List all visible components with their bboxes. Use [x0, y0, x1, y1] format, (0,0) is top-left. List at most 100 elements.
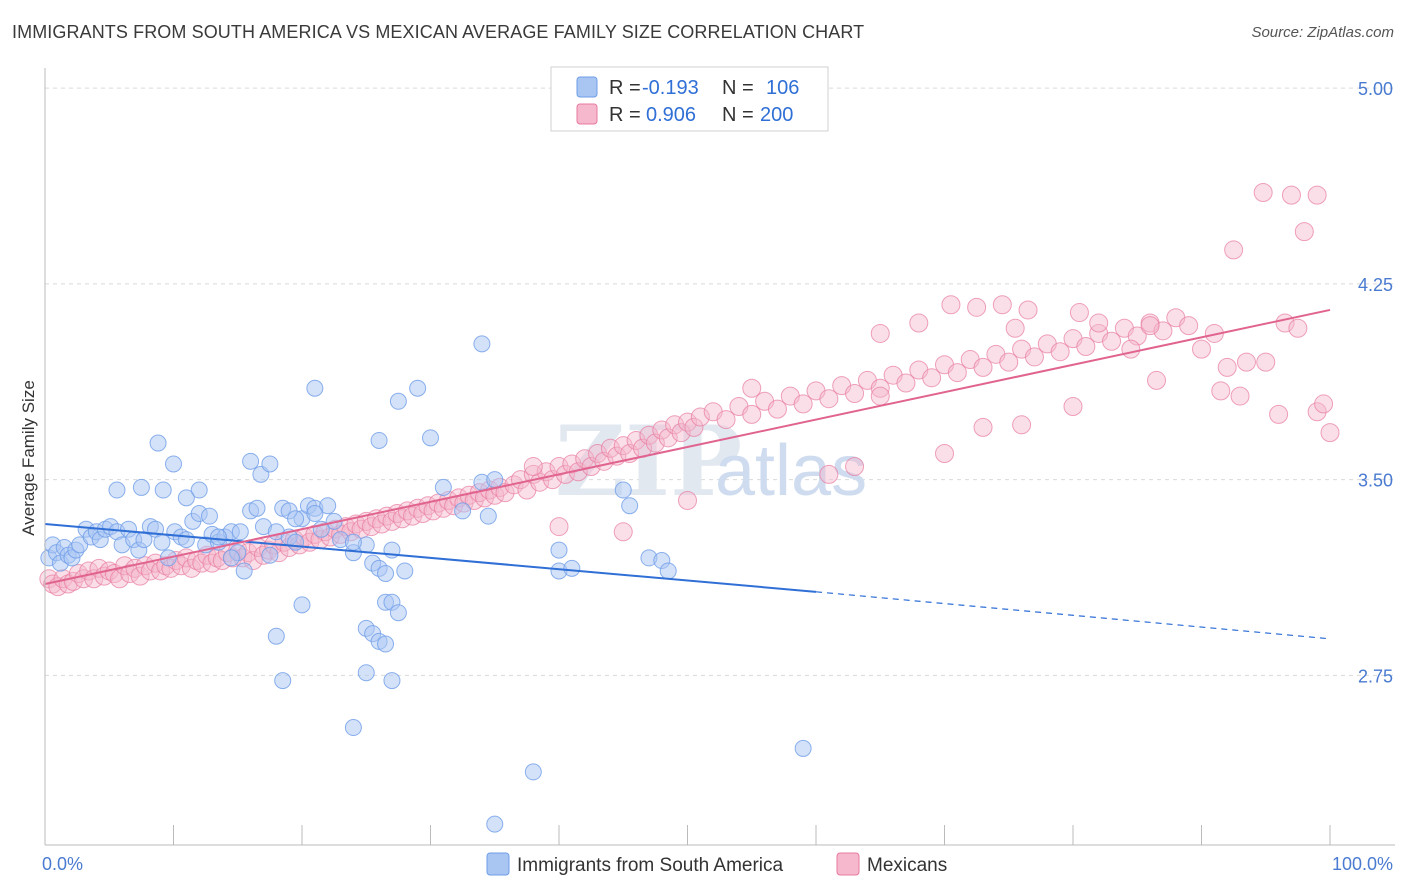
legend-n-value-1: 106 [766, 77, 799, 99]
mexicans-point-194 [819, 464, 839, 484]
mexicans-point-161 [967, 297, 987, 317]
mexicans-point-113 [652, 420, 672, 440]
mexicans-point-145 [1024, 347, 1044, 367]
south-america-point-69 [209, 528, 227, 546]
y-tick-label-0: 2.75 [1358, 666, 1393, 686]
bottom-legend-swatch-blue [486, 852, 510, 876]
south-america-point-70 [222, 549, 240, 567]
x-tick-label-1: 100.0% [1332, 854, 1393, 874]
mexicans-point-190 [973, 417, 993, 437]
south-america-point-109 [524, 763, 542, 781]
mexicans-point-198 [549, 517, 569, 537]
mexicans-point-163 [1018, 300, 1038, 320]
south-america-point-60 [190, 481, 208, 499]
mexicans-point-191 [935, 444, 954, 463]
mexicans-point-192 [870, 386, 890, 406]
bottom-legend-label-south-america: Immigrants from South America [517, 855, 784, 876]
mexicans-point-175 [1288, 318, 1308, 338]
south-america-point-63 [261, 455, 279, 473]
mexicans-point-196 [678, 490, 697, 510]
mexicans-point-166 [1005, 318, 1025, 338]
mexicans-point-109 [626, 430, 646, 450]
mexicans-point-125 [767, 399, 787, 419]
south-america-point-104 [267, 627, 285, 645]
south-america-point-95 [659, 562, 677, 580]
south-america-point-75 [344, 533, 362, 551]
mexicans-point-1 [43, 574, 63, 594]
legend-swatch-pink [576, 103, 598, 125]
mexicans-point-157 [1179, 316, 1199, 336]
mexicans-point-195 [742, 378, 762, 398]
mexicans-point-137 [922, 368, 942, 388]
mexicans-point-183 [1269, 404, 1289, 424]
south-america-point-108 [344, 719, 362, 737]
south-america-point-36 [235, 562, 253, 580]
legend-n-value-2: 200 [760, 104, 793, 126]
mexicans-point-18 [130, 566, 150, 586]
mexicans-point-147 [1050, 342, 1070, 362]
mexicans-point-165 [909, 313, 929, 333]
south-america-point-89 [563, 559, 581, 577]
correlation-legend: R = -0.193 N = 106 R = 0.906 N = 200 [550, 66, 829, 132]
south-america-point-80 [409, 379, 427, 397]
watermark-atlas: atlas [715, 431, 867, 511]
mexicans-point-178 [1307, 185, 1327, 205]
mexicans-trend-line [44, 308, 1331, 585]
chart-title: IMMIGRANTS FROM SOUTH AMERICA VS MEXICAN… [12, 22, 865, 42]
grid [45, 87, 1395, 676]
mexicans-point-139 [947, 363, 967, 383]
south-america-point-90 [550, 541, 568, 559]
mexicans-point-123 [742, 404, 762, 424]
south-america-point-86 [434, 478, 452, 496]
south-america-point-38 [248, 499, 266, 517]
south-america-point-91 [614, 481, 632, 499]
axes [44, 68, 1395, 846]
mexicans-point-119 [690, 407, 710, 427]
legend-swatch-blue [576, 76, 598, 98]
mexicans-point-182 [1320, 423, 1340, 443]
south-america-point-103 [377, 635, 395, 653]
mexicans-point-164 [870, 323, 890, 343]
legend-n-label-2: N = [722, 104, 754, 126]
south-america-point-84 [479, 507, 497, 525]
mexicans-point-117 [678, 412, 697, 432]
mexicans-point-160 [941, 295, 961, 315]
mexicans-point-176 [1253, 183, 1273, 202]
x-tick-labels: 0.0% 100.0% [42, 854, 1393, 874]
south-america-trend-line [44, 522, 817, 593]
south-america-point-110 [486, 815, 504, 833]
mexicans-point-184 [1314, 394, 1334, 414]
south-america-point-85 [486, 471, 504, 489]
south-america-point-40 [261, 546, 279, 564]
south-america-point-96 [293, 596, 311, 614]
south-america-point-59 [165, 455, 182, 473]
mexicans-point-180 [1294, 222, 1314, 242]
mexicans-point-187 [1147, 370, 1167, 390]
south-america-point-76 [287, 510, 305, 528]
legend-r-value-2: 0.906 [646, 104, 696, 126]
mexicans-point-158 [1192, 339, 1211, 359]
south-america-point-67 [108, 481, 126, 499]
mexicans-point-99 [562, 454, 582, 474]
bottom-legend-swatch-pink [836, 852, 860, 876]
mexicans-point-131 [845, 383, 865, 403]
mexicans-point-170 [1140, 316, 1160, 336]
mexicans-point-101 [575, 449, 595, 469]
south-america-point-99 [389, 604, 407, 622]
mexicans-point-129 [819, 389, 839, 409]
mexicans-point-118 [684, 417, 704, 437]
mexicans-point-177 [1281, 185, 1301, 205]
mexicans-point-103 [588, 444, 608, 463]
y-tick-label-1: 3.50 [1358, 471, 1393, 491]
mexicans-point-171 [1217, 357, 1237, 377]
series-legend: Immigrants from South America Mexicans [486, 852, 947, 876]
south-america-point-44 [287, 533, 305, 551]
mexicans-point-141 [973, 357, 993, 377]
south-america-point-68 [132, 478, 150, 496]
mexicans-point-143 [999, 352, 1019, 372]
mexicans-point-169 [1121, 339, 1141, 359]
legend-r-label-2: R = [609, 104, 641, 126]
y-axis-label: Average Family Size [19, 380, 38, 536]
mexicans-point-133 [870, 378, 890, 398]
